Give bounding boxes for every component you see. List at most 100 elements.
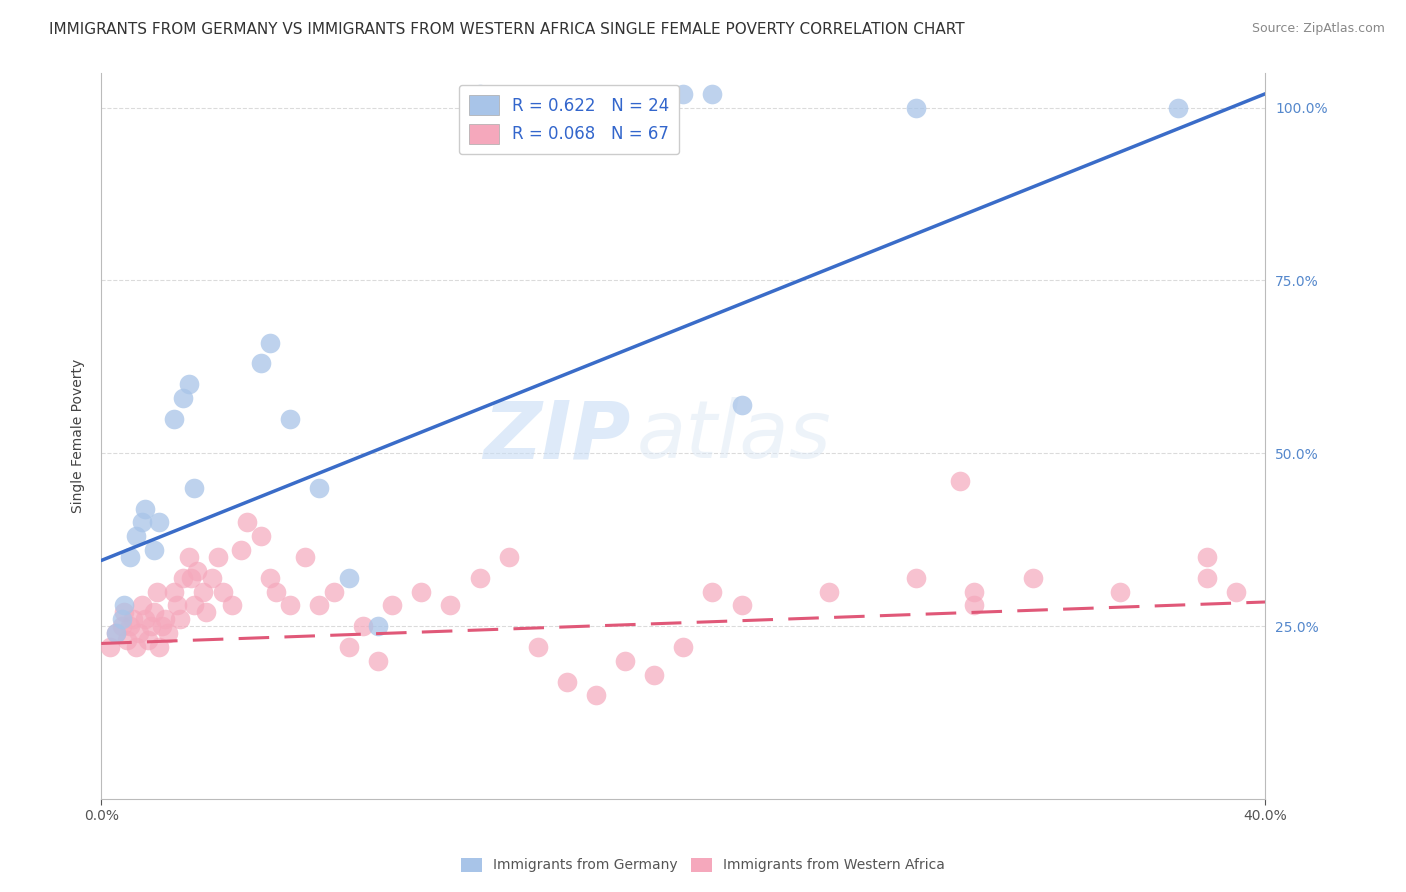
Point [264, 584, 287, 599]
Point [672, 87, 695, 101]
Point [1167, 101, 1189, 115]
Point [104, 626, 127, 640]
Point [381, 599, 404, 613]
Point [905, 101, 928, 115]
Point [139, 619, 162, 633]
Point [134, 612, 156, 626]
Point [905, 571, 928, 585]
Point [526, 640, 548, 654]
Point [114, 599, 136, 613]
Point [323, 584, 346, 599]
Point [150, 619, 173, 633]
Point [963, 584, 986, 599]
Point [643, 667, 665, 681]
Text: Source: ZipAtlas.com: Source: ZipAtlas.com [1251, 22, 1385, 36]
Point [163, 411, 186, 425]
Point [120, 619, 142, 633]
Point [148, 516, 170, 530]
Point [614, 654, 637, 668]
Point [229, 543, 252, 558]
Point [817, 584, 839, 599]
Point [367, 654, 389, 668]
Point [172, 571, 194, 585]
Point [337, 640, 360, 654]
Point [702, 584, 724, 599]
Point [212, 584, 235, 599]
Point [468, 87, 491, 101]
Point [172, 391, 194, 405]
Point [98, 640, 121, 654]
Point [259, 571, 281, 585]
Point [250, 356, 273, 370]
Point [163, 584, 186, 599]
Point [120, 549, 142, 564]
Point [352, 619, 374, 633]
Point [201, 571, 224, 585]
Point [177, 549, 200, 564]
Point [131, 516, 153, 530]
Point [155, 612, 177, 626]
Point [730, 398, 752, 412]
Point [439, 599, 461, 613]
Point [148, 640, 170, 654]
Point [166, 599, 188, 613]
Text: ZIP: ZIP [484, 397, 631, 475]
Point [145, 584, 167, 599]
Point [134, 501, 156, 516]
Point [125, 640, 148, 654]
Point [169, 612, 191, 626]
Point [308, 599, 330, 613]
Point [183, 599, 205, 613]
Point [1021, 571, 1043, 585]
Point [259, 335, 281, 350]
Point [136, 633, 159, 648]
Point [280, 411, 302, 425]
Point [367, 619, 389, 633]
Point [180, 571, 202, 585]
Legend: R = 0.622   N = 24, R = 0.068   N = 67: R = 0.622 N = 24, R = 0.068 N = 67 [458, 85, 679, 154]
Point [585, 689, 607, 703]
Point [131, 599, 153, 613]
Point [1225, 584, 1247, 599]
Point [280, 599, 302, 613]
Point [1197, 571, 1219, 585]
Point [308, 481, 330, 495]
Point [207, 549, 229, 564]
Point [702, 87, 724, 101]
Point [195, 605, 218, 619]
Point [125, 529, 148, 543]
Point [142, 605, 165, 619]
Text: IMMIGRANTS FROM GERMANY VS IMMIGRANTS FROM WESTERN AFRICA SINGLE FEMALE POVERTY : IMMIGRANTS FROM GERMANY VS IMMIGRANTS FR… [49, 22, 965, 37]
Point [250, 529, 273, 543]
Point [157, 626, 180, 640]
Point [672, 640, 695, 654]
Point [122, 612, 145, 626]
Point [1108, 584, 1130, 599]
Y-axis label: Single Female Poverty: Single Female Poverty [72, 359, 86, 513]
Point [104, 626, 127, 640]
Point [411, 584, 433, 599]
Point [1197, 549, 1219, 564]
Point [110, 612, 132, 626]
Point [963, 599, 986, 613]
Point [117, 633, 139, 648]
Point [191, 584, 214, 599]
Point [110, 619, 132, 633]
Point [949, 474, 972, 488]
Point [498, 549, 520, 564]
Text: atlas: atlas [637, 397, 831, 475]
Point [294, 549, 316, 564]
Point [730, 599, 752, 613]
Point [186, 564, 208, 578]
Point [142, 543, 165, 558]
Point [235, 516, 257, 530]
Point [555, 674, 578, 689]
Point [221, 599, 243, 613]
Point [177, 377, 200, 392]
Legend: Immigrants from Germany, Immigrants from Western Africa: Immigrants from Germany, Immigrants from… [456, 852, 950, 878]
Point [183, 481, 205, 495]
Point [128, 626, 150, 640]
Point [468, 571, 491, 585]
Point [114, 605, 136, 619]
Point [337, 571, 360, 585]
